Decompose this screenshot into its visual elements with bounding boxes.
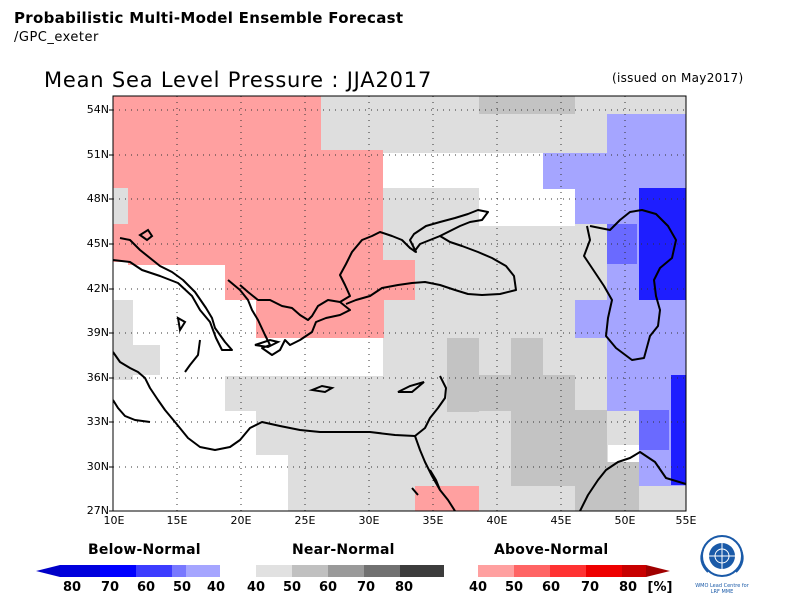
below-normal-60-cells: [639, 188, 686, 485]
lon-label: 45E: [550, 514, 572, 527]
lon-label: 50E: [614, 514, 636, 527]
issued-date: (issued on May2017): [612, 71, 744, 85]
legend-below-value: 80: [62, 580, 82, 595]
legend-below-label: Below-Normal: [88, 542, 201, 558]
wmo-caption: WMO Lead Centre for LRF MME: [695, 583, 749, 595]
lat-label: 54N: [86, 103, 109, 116]
legend-above-value: 40: [468, 580, 488, 595]
coastlines: [113, 209, 686, 511]
lat-label: 36N: [86, 371, 109, 384]
legend-above-value: 70: [580, 580, 600, 595]
legend-near-value: 70: [356, 580, 376, 595]
no-signal-cells: [113, 153, 575, 300]
probability-grid: [113, 96, 686, 511]
lat-label: 33N: [86, 415, 109, 428]
legend-above-value: 80: [618, 580, 638, 595]
legend-unit: [%]: [647, 580, 673, 595]
map-frame: [112, 95, 687, 512]
lon-label: 35E: [422, 514, 444, 527]
legend-near-value: 50: [282, 580, 302, 595]
lon-label: 25E: [294, 514, 316, 527]
lat-label: 45N: [86, 237, 109, 250]
lat-label: 27N: [86, 504, 109, 517]
lon-label: 20E: [230, 514, 252, 527]
legend-below-value: 60: [136, 580, 156, 595]
legend-near-value: 40: [246, 580, 266, 595]
lon-label: 30E: [358, 514, 380, 527]
legend-near-value: 60: [318, 580, 338, 595]
header-title: Probabilistic Multi-Model Ensemble Forec…: [14, 9, 404, 27]
legend-below-value: 40: [206, 580, 226, 595]
lat-label: 48N: [86, 192, 109, 205]
legend-above-bar: [478, 565, 670, 577]
lat-label: 51N: [86, 148, 109, 161]
lat-label: 39N: [86, 326, 109, 339]
legend-near-value: 80: [394, 580, 414, 595]
above-normal-40-cells: [113, 96, 479, 511]
legend-above-label: Above-Normal: [494, 542, 609, 558]
legend-below-value: 50: [172, 580, 192, 595]
map-title: Mean Sea Level Pressure : JJA2017: [44, 68, 433, 92]
wmo-logo: [700, 535, 744, 577]
lat-label: 42N: [86, 282, 109, 295]
legend-below-value: 70: [100, 580, 120, 595]
lon-label: 55E: [675, 514, 697, 527]
legend-below-bar: [36, 565, 220, 577]
lat-label: 30N: [86, 460, 109, 473]
islands: [138, 228, 425, 394]
lon-label: 15E: [166, 514, 188, 527]
lon-label: 10E: [103, 514, 125, 527]
lon-label: 40E: [486, 514, 508, 527]
legend-near-bar: [256, 565, 444, 577]
legend-above-value: 60: [541, 580, 561, 595]
header-subtitle: /GPC_exeter: [14, 30, 99, 45]
legend-above-value: 50: [504, 580, 524, 595]
legend-near-label: Near-Normal: [292, 542, 395, 558]
axis-ticks: [109, 109, 113, 512]
